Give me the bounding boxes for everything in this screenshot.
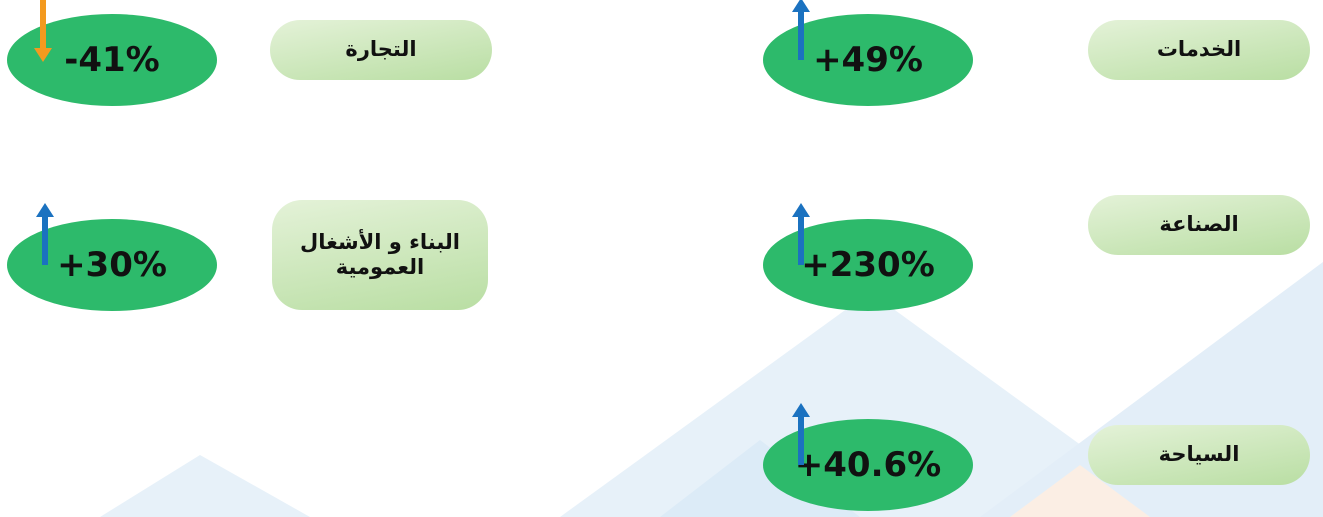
category-label: الخدمات bbox=[1088, 20, 1310, 80]
background-triangle bbox=[100, 455, 310, 517]
arrow-shape bbox=[36, 203, 54, 265]
category-label: التجارة bbox=[270, 20, 492, 80]
arrow-shape bbox=[792, 403, 810, 465]
arrow-shape bbox=[792, 0, 810, 60]
down-arrow bbox=[34, 0, 52, 62]
up-arrow bbox=[36, 203, 54, 265]
arrow-shape bbox=[792, 203, 810, 265]
background-triangle bbox=[560, 292, 1180, 517]
up-arrow bbox=[792, 203, 810, 265]
background-triangle bbox=[1010, 465, 1150, 517]
category-label: الصناعة bbox=[1088, 195, 1310, 255]
up-arrow bbox=[792, 403, 810, 465]
category-label: السياحة bbox=[1088, 425, 1310, 485]
category-label: البناء و الأشغال العمومية bbox=[272, 200, 488, 310]
arrow-shape bbox=[34, 0, 52, 62]
up-arrow bbox=[792, 0, 810, 60]
